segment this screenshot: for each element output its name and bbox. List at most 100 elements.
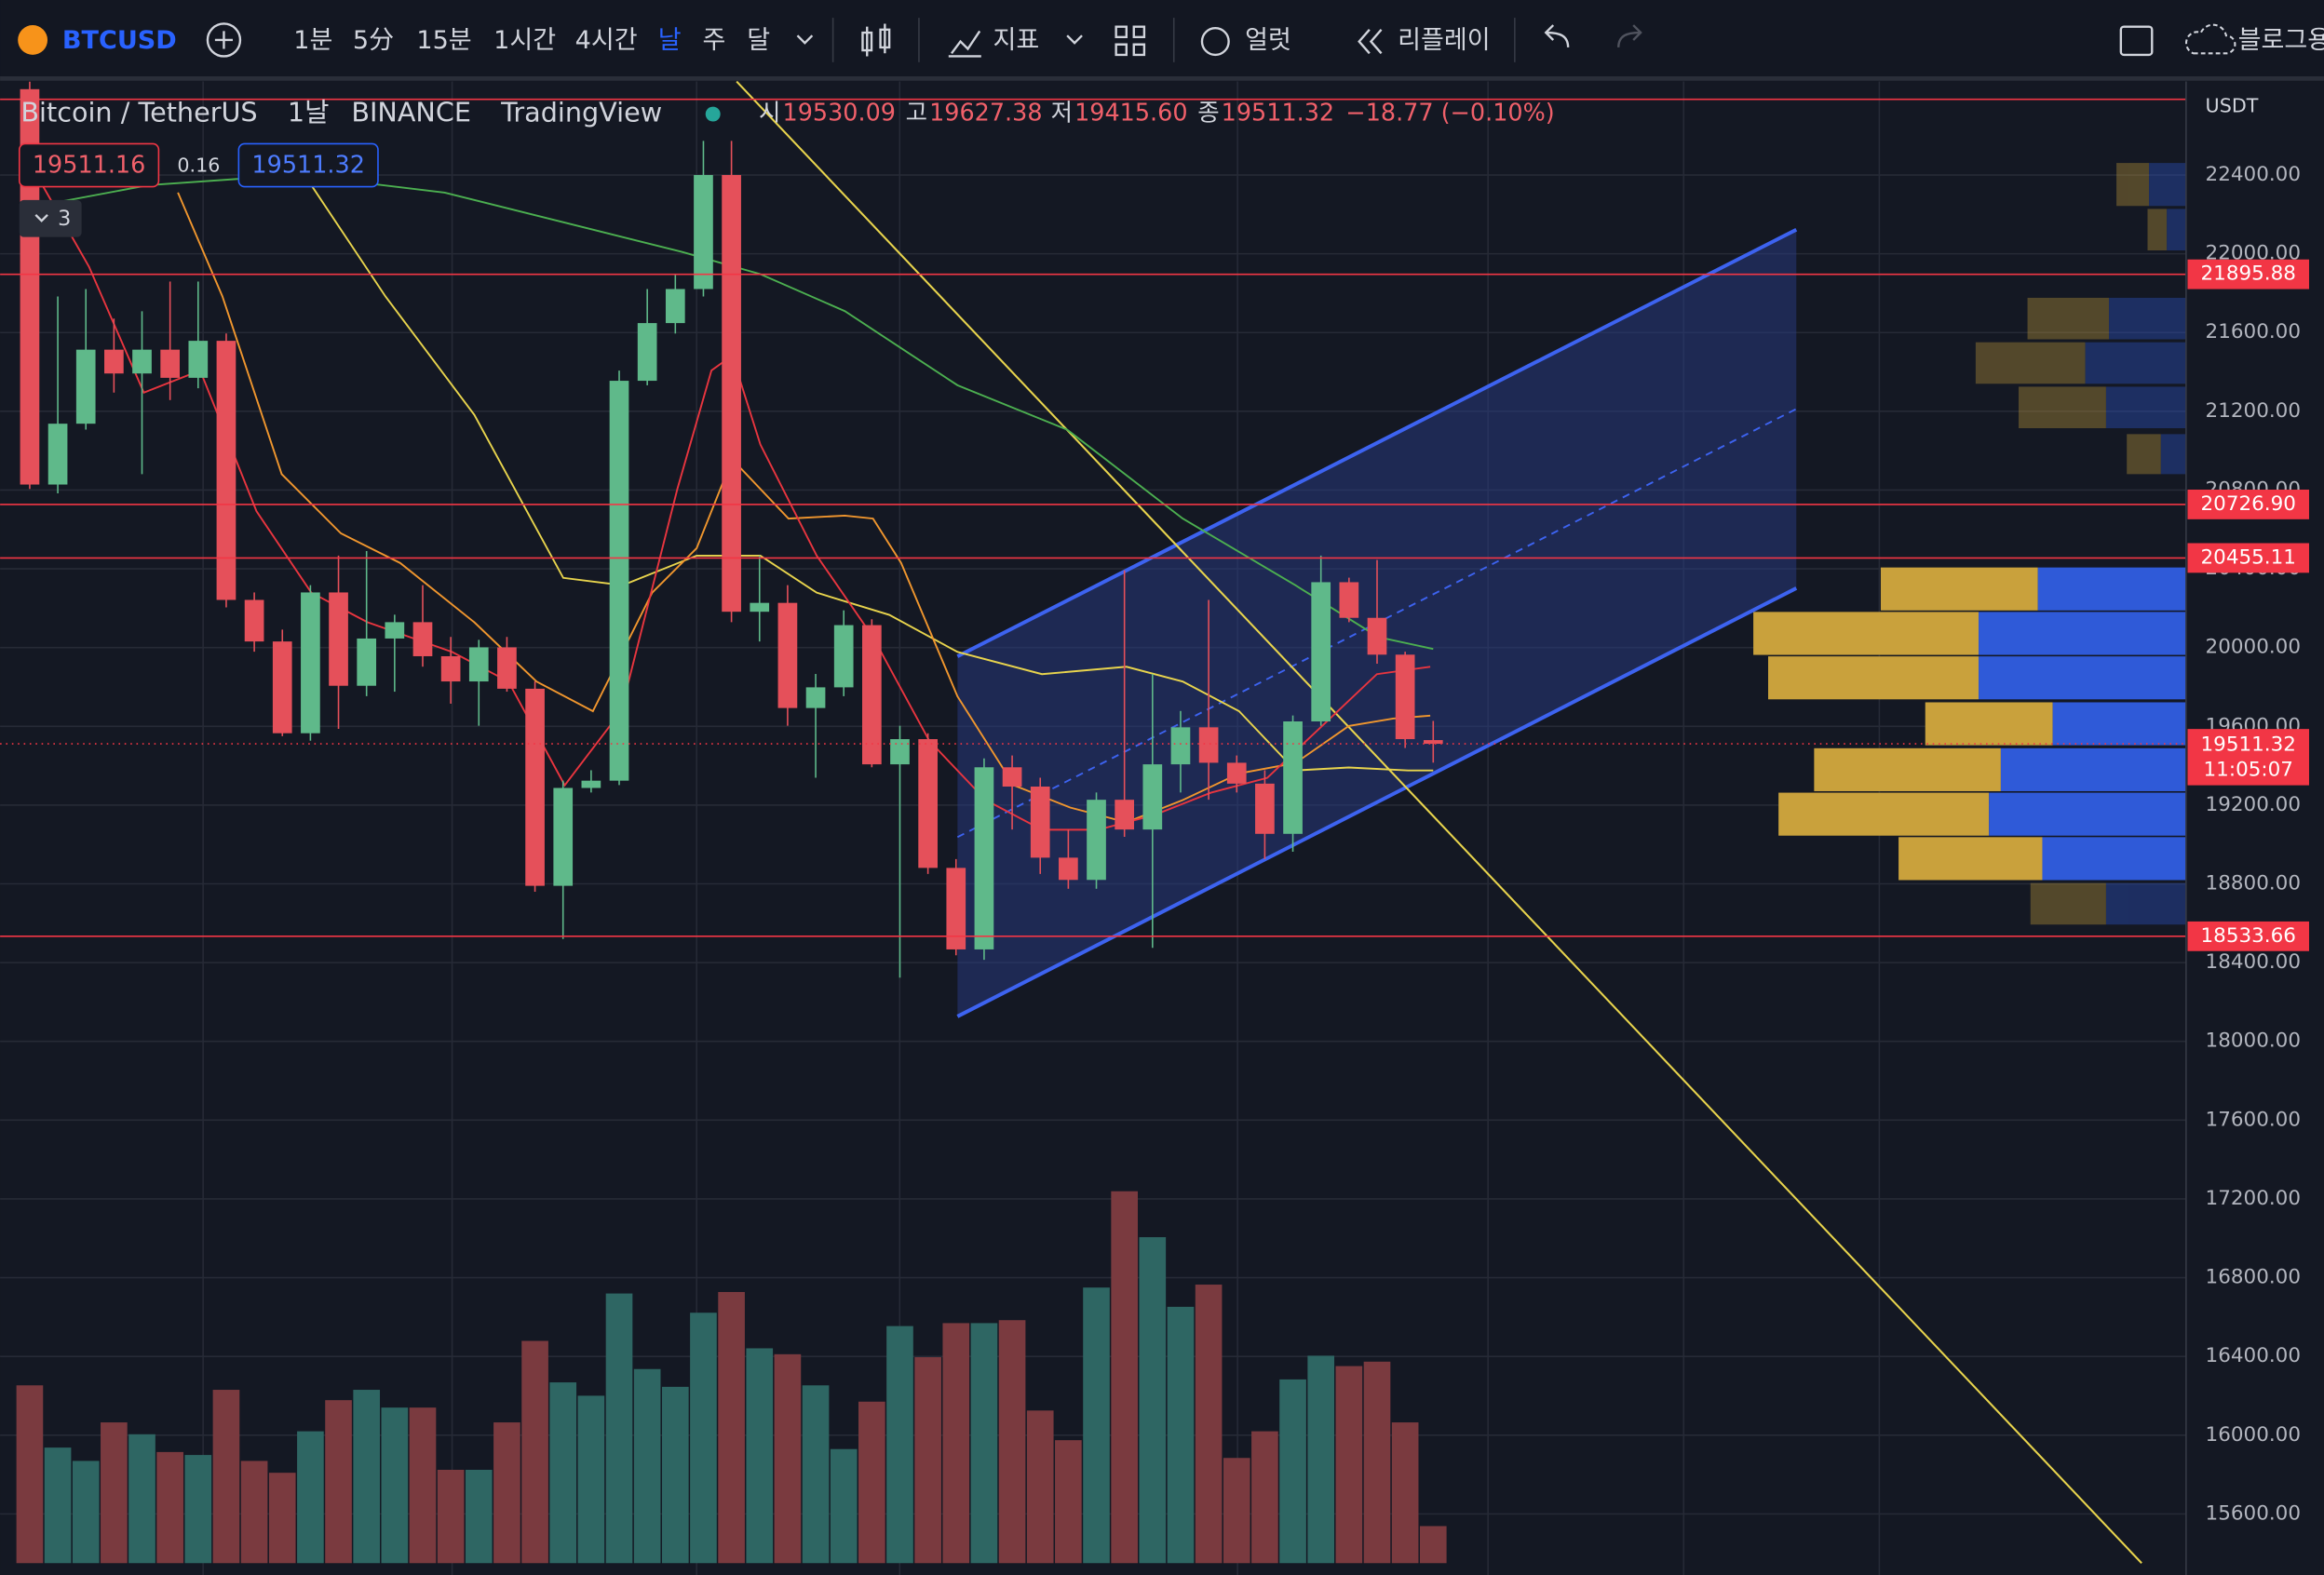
fullscreen[interactable]: [2119, 25, 2154, 57]
indicator-toggle[interactable]: [19, 199, 82, 237]
interval-active[interactable]: 날: [658, 26, 682, 55]
y-tick-label: 16400.00: [2206, 1344, 2301, 1367]
bid-box[interactable]: [18, 142, 160, 188]
volume-bar: [101, 1422, 128, 1564]
alert[interactable]: 얼럿: [1245, 26, 1291, 55]
publish-icon[interactable]: [2184, 23, 2236, 55]
ohlc-label: 종: [1197, 100, 1219, 128]
volume-bar: [493, 1422, 520, 1564]
interval[interactable]: 4시간: [575, 26, 638, 55]
spread: 0.16: [177, 154, 220, 176]
volume-bar: [1026, 1410, 1054, 1564]
volume-bar: [605, 1293, 633, 1564]
candle-body: [244, 599, 264, 642]
interval[interactable]: 1시간: [493, 26, 556, 55]
symbol-name: Bitcoin / TetherUS: [20, 97, 257, 128]
candle-body: [1002, 767, 1022, 788]
change: −18.77 (−0.10%): [1345, 100, 1554, 128]
layout-icon[interactable]: [1115, 25, 1146, 57]
volume-bar: [1167, 1306, 1195, 1564]
interval[interactable]: 1분: [293, 26, 332, 55]
interval[interactable]: 15분: [416, 26, 471, 55]
volume-bar: [549, 1382, 577, 1564]
volume-bar: [970, 1323, 998, 1564]
ohlc-label: 시: [759, 100, 780, 128]
candle-body: [665, 289, 685, 324]
volume-bar: [297, 1431, 324, 1564]
undo[interactable]: [1544, 24, 1570, 48]
interval[interactable]: 주: [703, 26, 726, 55]
volume-bar: [72, 1461, 100, 1564]
volume-bar: [998, 1320, 1026, 1564]
volume-bar: [1251, 1431, 1278, 1564]
interval[interactable]: 달: [747, 26, 770, 55]
indicators[interactable]: 지표: [993, 26, 1040, 55]
ask-box[interactable]: [237, 142, 379, 188]
ohlc-value: 19627.38: [929, 100, 1042, 128]
replay-icon[interactable]: [1358, 29, 1383, 55]
volume-bar: [830, 1448, 858, 1564]
volume-bar: [1335, 1366, 1363, 1564]
candle-body: [75, 349, 96, 424]
volume-bar: [1195, 1285, 1223, 1564]
y-tick-label: 15600.00: [2206, 1501, 2301, 1525]
legend-exchange: BINANCE: [351, 97, 471, 128]
candle-body: [1283, 720, 1303, 834]
candle-body: [974, 767, 994, 949]
volume-bar: [128, 1434, 155, 1564]
candle-body: [777, 602, 798, 708]
publish[interactable]: 블로그용: [2238, 26, 2324, 55]
candle-body: [722, 175, 741, 612]
candle-body: [1030, 787, 1050, 858]
volume-bar: [1083, 1287, 1110, 1564]
indicators-icon[interactable]: [948, 30, 981, 58]
redo[interactable]: [1617, 24, 1642, 48]
y-tick-label: 21200.00: [2206, 399, 2301, 423]
y-tick-label: 22400.00: [2206, 163, 2301, 186]
volume-bar: [521, 1340, 548, 1564]
volume-bar: [661, 1386, 689, 1564]
volume-bar: [1111, 1191, 1138, 1564]
legend-source: TradingView: [500, 97, 662, 128]
volume-bar: [1419, 1526, 1447, 1564]
candle-body: [805, 687, 826, 708]
price-label: 20455.11: [2201, 545, 2296, 569]
chart-type[interactable]: [861, 23, 891, 57]
ohlc-label: 저: [1051, 100, 1073, 128]
volume-profile: [1753, 163, 2186, 925]
bid: 19511.16: [33, 151, 145, 179]
candle-body: [918, 739, 938, 868]
alert-icon[interactable]: [1200, 27, 1230, 57]
volume-bar: [44, 1447, 72, 1564]
interval[interactable]: 5分: [353, 26, 394, 55]
volume-bar: [1363, 1361, 1391, 1564]
candle-body: [1142, 764, 1163, 830]
indicators-menu[interactable]: [1066, 34, 1083, 45]
volume-bar: [746, 1348, 774, 1564]
y-tick-label: 18400.00: [2206, 950, 2301, 974]
y-tick-label: 17200.00: [2206, 1187, 2301, 1210]
interval-menu[interactable]: [796, 34, 814, 45]
candle-body: [1087, 800, 1106, 881]
add-symbol[interactable]: [206, 22, 242, 58]
candle-body: [1226, 762, 1247, 784]
y-tick-label: 16800.00: [2206, 1266, 2301, 1289]
last-price: 19511.32: [2201, 734, 2296, 757]
volume-bar: [437, 1469, 465, 1564]
candle-body: [188, 341, 209, 378]
volume-bar: [353, 1390, 381, 1564]
candle-body: [1255, 783, 1275, 834]
candle-body: [104, 349, 124, 374]
candle-body: [861, 625, 882, 765]
market-status: [705, 106, 721, 122]
candle-body: [1339, 582, 1359, 618]
trend-line: [736, 80, 2142, 1564]
volume-bar: [381, 1407, 409, 1564]
currency[interactable]: USDT: [2206, 95, 2259, 117]
candle-body: [637, 323, 657, 382]
replay[interactable]: 리플레이: [1398, 26, 1491, 55]
toggle-icon: [34, 213, 48, 222]
candle-body: [750, 602, 770, 612]
candle-body: [301, 592, 320, 734]
symbol[interactable]: BTCUSD: [62, 26, 177, 55]
